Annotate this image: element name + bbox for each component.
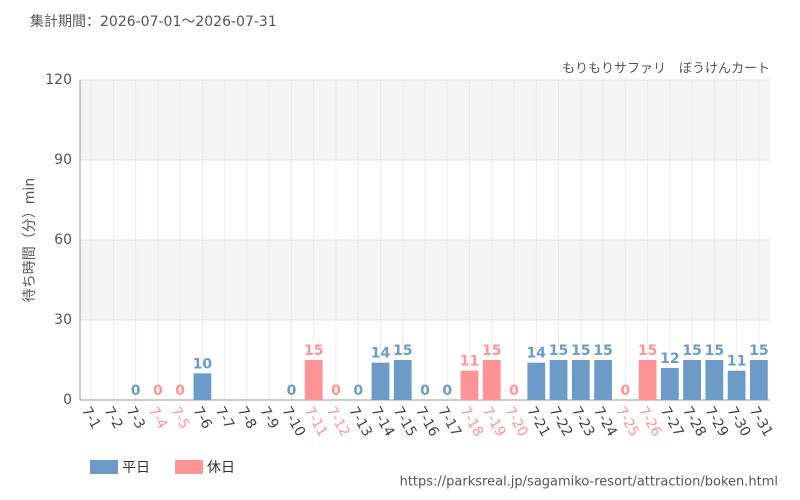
legend-label: 休日: [207, 460, 235, 476]
bar: [460, 370, 479, 400]
value-label: 0: [131, 383, 141, 399]
y-tick-label: 90: [54, 152, 72, 168]
bar: [727, 370, 746, 400]
value-label: 0: [287, 383, 297, 399]
x-tick-label: 7-1: [78, 404, 103, 432]
value-label: 10: [193, 356, 213, 372]
x-tick-label: 7-5: [167, 404, 192, 432]
value-label: 0: [175, 383, 185, 399]
bar: [571, 360, 590, 400]
value-label: 15: [682, 343, 701, 359]
bar: [705, 360, 724, 400]
bar: [594, 360, 612, 400]
bar: [193, 373, 212, 400]
value-label: 15: [393, 343, 412, 359]
legend-label: 平日: [122, 460, 150, 476]
value-label: 14: [527, 346, 547, 362]
x-tick-label: 7-6: [189, 404, 214, 432]
y-tick-label: 120: [45, 72, 72, 88]
bar: [371, 362, 390, 400]
value-label: 12: [660, 351, 679, 367]
value-label: 0: [509, 383, 519, 399]
x-tick-label: 7-8: [234, 404, 259, 432]
value-label: 11: [727, 354, 746, 370]
value-label: 0: [442, 383, 452, 399]
x-tick-label: 7-4: [145, 404, 170, 432]
y-tick-label: 0: [63, 392, 72, 408]
y-axis-label: 待ち時間（分）min: [22, 178, 38, 302]
chart-title: 集計期間：2026-07-01～2026-07-31: [30, 13, 277, 30]
y-tick-label: 30: [54, 312, 72, 328]
legend-swatch: [175, 460, 203, 474]
value-label: 0: [420, 383, 430, 399]
value-label: 0: [620, 383, 630, 399]
x-tick-label: 7-31: [746, 404, 776, 440]
value-label: 15: [638, 343, 657, 359]
bar: [683, 360, 701, 400]
bar: [393, 360, 412, 400]
bar: [660, 368, 679, 400]
value-label: 15: [482, 343, 501, 359]
bar: [549, 360, 568, 400]
bar: [749, 360, 768, 400]
y-tick-label: 60: [54, 232, 72, 248]
value-label: 0: [353, 383, 363, 399]
bar: [527, 362, 546, 400]
legend-swatch: [90, 460, 118, 474]
x-tick-label: 7-2: [100, 404, 125, 432]
bar: [482, 360, 501, 400]
x-tick-label: 7-3: [123, 404, 148, 432]
bar: [304, 360, 323, 400]
value-label: 14: [371, 346, 391, 362]
value-label: 0: [331, 383, 341, 399]
value-label: 15: [749, 343, 768, 359]
x-tick-label: 7-9: [256, 404, 281, 432]
value-label: 11: [460, 354, 479, 370]
value-label: 15: [705, 343, 724, 359]
value-label: 15: [304, 343, 323, 359]
bar: [638, 360, 657, 400]
value-label: 15: [593, 343, 612, 359]
x-tick-label: 7-7: [212, 404, 237, 432]
value-label: 15: [571, 343, 590, 359]
footer-url: https://parksreal.jp/sagamiko-resort/att…: [400, 475, 778, 490]
value-label: 0: [153, 383, 163, 399]
value-label: 15: [549, 343, 568, 359]
chart-subtitle: もりもりサファリ ぼうけんカート: [562, 62, 770, 77]
